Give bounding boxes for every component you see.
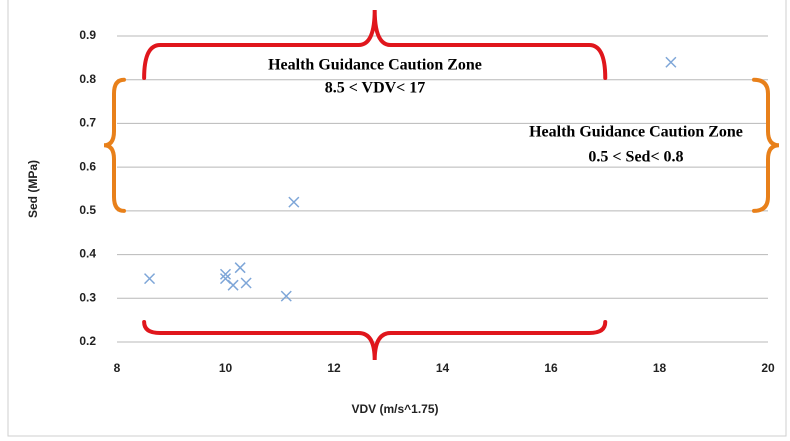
annotation-title: Health Guidance Caution Zone xyxy=(268,57,482,74)
point xyxy=(280,290,292,302)
x-tick-label: 12 xyxy=(327,361,341,375)
x-tick-label: 8 xyxy=(114,361,121,375)
point xyxy=(144,273,156,285)
range-brace xyxy=(142,320,608,361)
annotation-range: 0.5 < Sed< 0.8 xyxy=(588,149,683,166)
annotation-range: 8.5 < VDV< 17 xyxy=(325,80,426,97)
x-tick-label: 10 xyxy=(219,361,233,375)
range-brace xyxy=(752,77,780,213)
x-tick-label: 14 xyxy=(436,361,450,375)
point xyxy=(288,196,300,208)
y-tick-label: 0.2 xyxy=(79,334,96,348)
point xyxy=(219,268,232,280)
x-tick-label: 16 xyxy=(544,361,558,375)
y-tick-label: 0.4 xyxy=(79,247,96,261)
range-brace xyxy=(103,77,126,213)
point xyxy=(240,277,252,289)
y-tick-label: 0.9 xyxy=(79,28,96,42)
y-tick-label: 0.6 xyxy=(79,159,96,173)
annotation-title: Health Guidance Caution Zone xyxy=(529,124,743,141)
y-tick-label: 0.5 xyxy=(79,203,96,217)
y-tick-label: 0.7 xyxy=(79,116,96,130)
point xyxy=(227,279,239,291)
y-tick-label: 0.3 xyxy=(79,290,96,304)
y-tick-label: 0.8 xyxy=(79,72,96,86)
y-axis-label: Sed (MPa) xyxy=(26,160,40,218)
range-brace xyxy=(142,9,608,80)
point xyxy=(665,56,677,68)
point xyxy=(234,262,246,274)
x-axis-label: VDV (m/s^1.75) xyxy=(351,402,438,416)
x-tick-label: 18 xyxy=(653,361,667,375)
x-tick-label: 20 xyxy=(761,361,775,375)
chart-frame xyxy=(7,0,787,437)
